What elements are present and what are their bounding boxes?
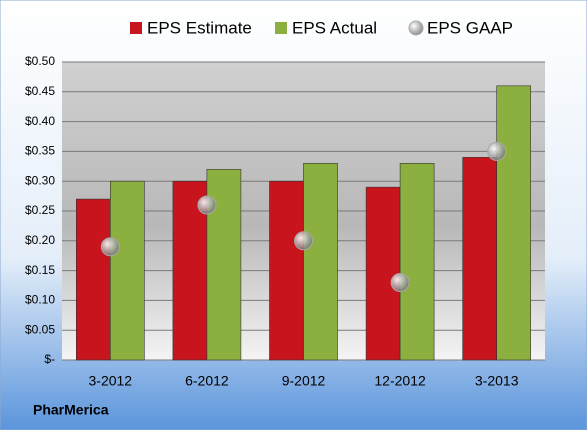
x-tick-label: 3-2013 (475, 373, 519, 389)
y-tick-label: $- (44, 352, 55, 366)
y-tick-label: $0.20 (25, 233, 55, 247)
x-tick-label: 12-2012 (374, 373, 426, 389)
x-tick-label: 9-2012 (282, 373, 326, 389)
y-tick-label: $0.50 (25, 54, 55, 68)
y-tick-label: $0.10 (25, 293, 55, 307)
legend-marker (408, 20, 424, 36)
y-tick-label: $0.30 (25, 173, 55, 187)
bar (303, 163, 338, 361)
legend-label: EPS Estimate (147, 18, 252, 37)
legend-marker (130, 22, 142, 34)
bar (110, 180, 145, 361)
bar (269, 180, 304, 361)
marker (197, 195, 217, 215)
marker (487, 141, 507, 161)
y-tick-label: $0.15 (25, 263, 55, 277)
marker (294, 231, 313, 251)
y-tick-label: $0.05 (25, 322, 55, 336)
x-tick-label: 6-2012 (185, 373, 229, 389)
y-tick-label: $0.40 (25, 114, 55, 128)
legend-marker (275, 22, 287, 34)
bar (76, 198, 111, 361)
marker (100, 237, 120, 257)
bar (496, 85, 532, 361)
bar (399, 163, 435, 361)
legend-label: EPS GAAP (427, 18, 513, 37)
y-tick-label: $0.35 (25, 144, 55, 158)
bar (365, 186, 401, 361)
chart-title: PharMerica (33, 402, 109, 418)
x-tick-label: 3-2012 (89, 373, 133, 389)
y-tick-label: $0.25 (25, 203, 55, 217)
y-tick-label: $0.45 (25, 84, 55, 98)
bar (462, 157, 498, 361)
legend-label: EPS Actual (292, 18, 377, 37)
marker (390, 273, 410, 293)
